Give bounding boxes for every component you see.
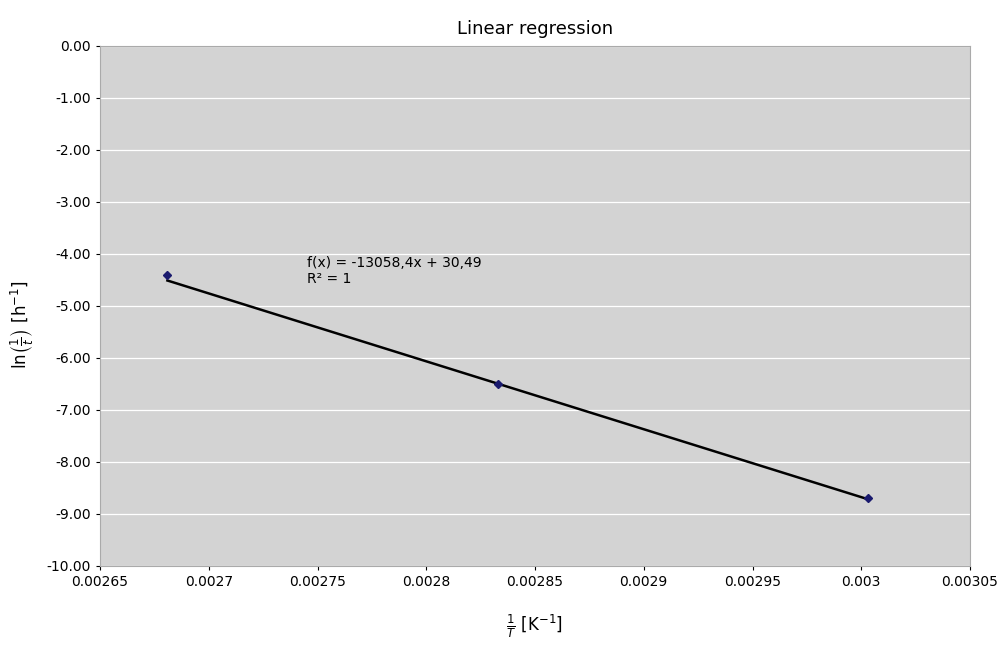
Text: $\ln\!\left(\frac{1}{t}\right)$ [h$^{-1}$]: $\ln\!\left(\frac{1}{t}\right)$ [h$^{-1}… (8, 281, 36, 369)
Title: Linear regression: Linear regression (457, 20, 613, 38)
Text: f(x) = -13058,4x + 30,49
R² = 1: f(x) = -13058,4x + 30,49 R² = 1 (307, 256, 481, 286)
Text: $\frac{1}{T}$ [K$^{-1}$]: $\frac{1}{T}$ [K$^{-1}$] (506, 613, 564, 640)
